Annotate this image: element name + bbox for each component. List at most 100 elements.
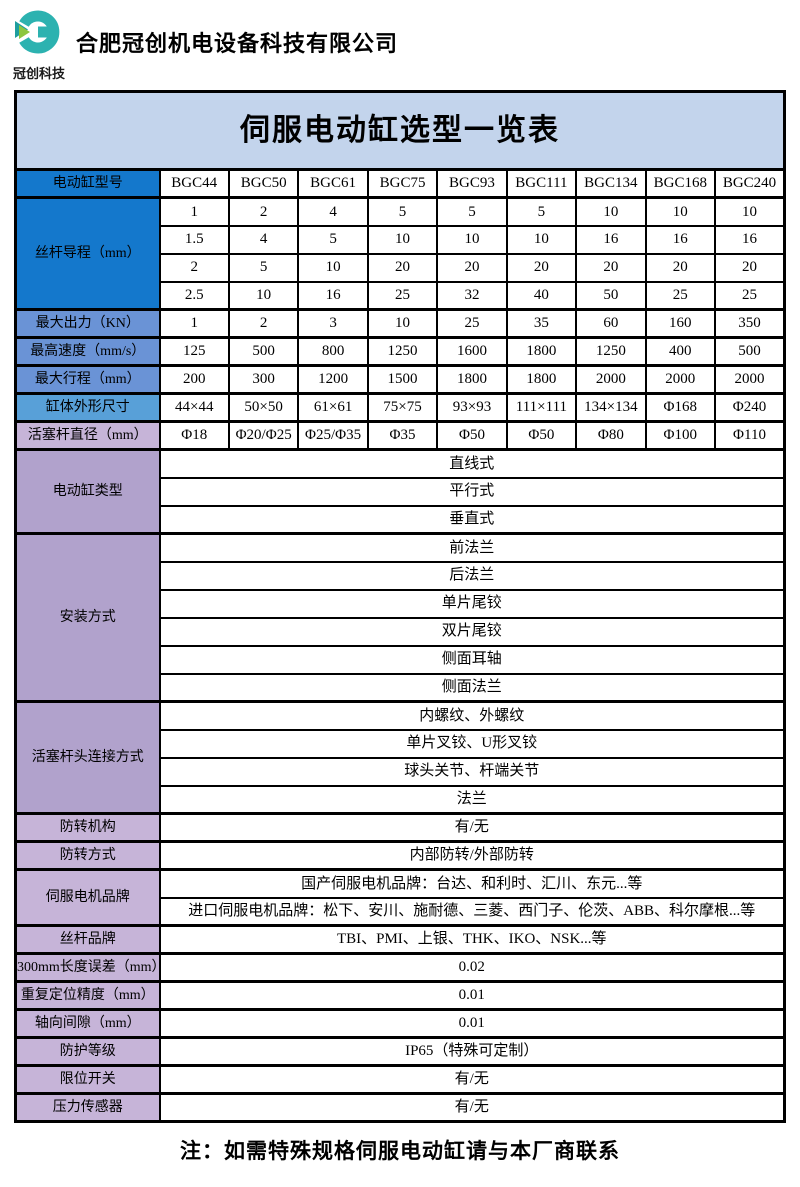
- value-cell: 1: [158, 308, 230, 339]
- row-label: 丝杆品牌: [14, 924, 161, 955]
- row-label: 300mm长度误差（mm）: [14, 952, 161, 983]
- brand-subtitle: 冠创科技: [13, 66, 66, 81]
- value-cell: 10: [436, 224, 508, 255]
- value-cell: 10: [644, 196, 717, 227]
- value-cell: 1800: [505, 364, 578, 395]
- value-cell: 1600: [436, 336, 508, 367]
- value-cell-span: IP65（特殊可定制）: [158, 1036, 786, 1067]
- value-cell: 2000: [644, 364, 717, 395]
- value-cell: 10: [505, 224, 578, 255]
- value-cell: Φ110: [714, 420, 786, 451]
- value-cell: 10: [227, 280, 300, 311]
- value-cell: 44×44: [158, 392, 230, 423]
- value-cell: 20: [575, 252, 647, 283]
- table-row: 活塞杆直径（mm） Φ18 Φ20/Φ25 Φ25/Φ35 Φ35 Φ50 Φ50 Φ80 Φ1…: [14, 420, 786, 451]
- value-cell: Φ168: [644, 392, 717, 423]
- value-cell: 5: [505, 196, 578, 227]
- model-name-cell: BGC93: [436, 168, 508, 199]
- table-row: 侧面法兰: [16, 672, 786, 703]
- table-row: 1.5 4 5 10 10 10 16 16 16: [16, 224, 786, 255]
- table-row: 丝杆品牌 TBI、PMI、上银、THK、IKO、NSK...等: [14, 924, 786, 955]
- value-cell: 5: [297, 224, 369, 255]
- value-cell: 10: [714, 196, 786, 227]
- table-row: 防转方式 内部防转/外部防转: [14, 840, 786, 871]
- table-row: 300mm长度误差（mm） 0.02: [14, 952, 786, 983]
- value-cell: 10: [575, 196, 647, 227]
- value-cell-span: 后法兰: [158, 560, 786, 591]
- value-cell-span: 0.01: [158, 980, 786, 1011]
- value-cell: 5: [436, 196, 508, 227]
- table-row: 球头关节、杆端关节: [16, 756, 786, 787]
- model-name-cell: BGC168: [644, 168, 717, 199]
- value-cell: 2: [158, 252, 230, 283]
- company-name: 合肥冠创机电设备科技有限公司: [76, 31, 399, 56]
- value-cell-span: 有/无: [158, 1092, 786, 1123]
- value-cell: Φ25/Φ35: [297, 420, 369, 451]
- model-name-cell: BGC50: [227, 168, 300, 199]
- value-cell: 1250: [575, 336, 647, 367]
- value-cell: 350: [714, 308, 786, 339]
- value-cell: 800: [297, 336, 369, 367]
- value-cell-span: 有/无: [158, 812, 786, 843]
- value-cell-span: 球头关节、杆端关节: [158, 756, 786, 787]
- value-cell: 1: [158, 196, 230, 227]
- value-cell: Φ100: [644, 420, 717, 451]
- value-cell: 160: [644, 308, 717, 339]
- row-label: 最大出力（KN）: [14, 308, 161, 339]
- value-cell: 60: [575, 308, 647, 339]
- table-row: 后法兰: [16, 560, 786, 591]
- table-row: 轴向间隙（mm） 0.01: [14, 1008, 786, 1039]
- value-cell: 20: [714, 252, 786, 283]
- row-label: 轴向间隙（mm）: [14, 1008, 161, 1039]
- value-cell: 1800: [436, 364, 508, 395]
- value-cell: 16: [714, 224, 786, 255]
- model-name-cell: BGC240: [714, 168, 786, 199]
- table-row: 2.5 10 16 25 32 40 50 25 25: [16, 280, 786, 311]
- value-cell: 2: [227, 196, 300, 227]
- row-label: 丝杆导程（mm）: [14, 196, 161, 311]
- value-cell: 25: [436, 308, 508, 339]
- table-row: 缸体外形尺寸 44×44 50×50 61×61 75×75 93×93 111×111 13…: [14, 392, 786, 423]
- table-title-row: 伺服电动缸选型一览表: [14, 90, 786, 171]
- row-label: 最大行程（mm）: [14, 364, 161, 395]
- value-cell: Φ50: [436, 420, 508, 451]
- table-row: 单片叉铰、U形叉铰: [16, 728, 786, 759]
- table-row: 平行式: [16, 476, 786, 507]
- row-label: 限位开关: [14, 1064, 161, 1095]
- value-cell: 4: [227, 224, 300, 255]
- table-row: 重复定位精度（mm） 0.01: [14, 980, 786, 1011]
- value-cell-span: 有/无: [158, 1064, 786, 1095]
- value-cell-span: 单片尾铰: [158, 588, 786, 619]
- value-cell: 20: [644, 252, 717, 283]
- value-cell: 10: [366, 224, 439, 255]
- value-cell: 1250: [366, 336, 439, 367]
- value-cell: 111×111: [505, 392, 578, 423]
- value-cell: 16: [297, 280, 369, 311]
- value-cell-span: 侧面耳轴: [158, 644, 786, 675]
- value-cell: 125: [158, 336, 230, 367]
- value-cell-span: 双片尾铰: [158, 616, 786, 647]
- value-cell: 5: [227, 252, 300, 283]
- value-cell: 75×75: [366, 392, 439, 423]
- value-cell-span: 前法兰: [158, 532, 786, 563]
- value-cell: Φ18: [158, 420, 230, 451]
- table-row: 防转机构 有/无: [14, 812, 786, 843]
- value-cell-span: 单片叉铰、U形叉铰: [158, 728, 786, 759]
- value-cell: 2000: [714, 364, 786, 395]
- value-cell: Φ80: [575, 420, 647, 451]
- value-cell: 5: [366, 196, 439, 227]
- value-cell-span: 垂直式: [158, 504, 786, 535]
- value-cell-span: 法兰: [158, 784, 786, 815]
- row-label: 活塞杆头连接方式: [14, 700, 161, 815]
- row-label: 缸体外形尺寸: [14, 392, 161, 423]
- value-cell-span: 直线式: [158, 448, 786, 479]
- row-label: 最高速度（mm/s）: [14, 336, 161, 367]
- table-row: 活塞杆头连接方式 内螺纹、外螺纹: [14, 700, 786, 815]
- value-cell-span: 内部防转/外部防转: [158, 840, 786, 871]
- value-cell: 200: [158, 364, 230, 395]
- table-row: 单片尾铰: [16, 588, 786, 619]
- value-cell-span: 0.01: [158, 1008, 786, 1039]
- value-cell: 300: [227, 364, 300, 395]
- value-cell: 25: [714, 280, 786, 311]
- table-row: 最大行程（mm） 200 300 1200 1500 1800 1800 2000 2000 20…: [14, 364, 786, 395]
